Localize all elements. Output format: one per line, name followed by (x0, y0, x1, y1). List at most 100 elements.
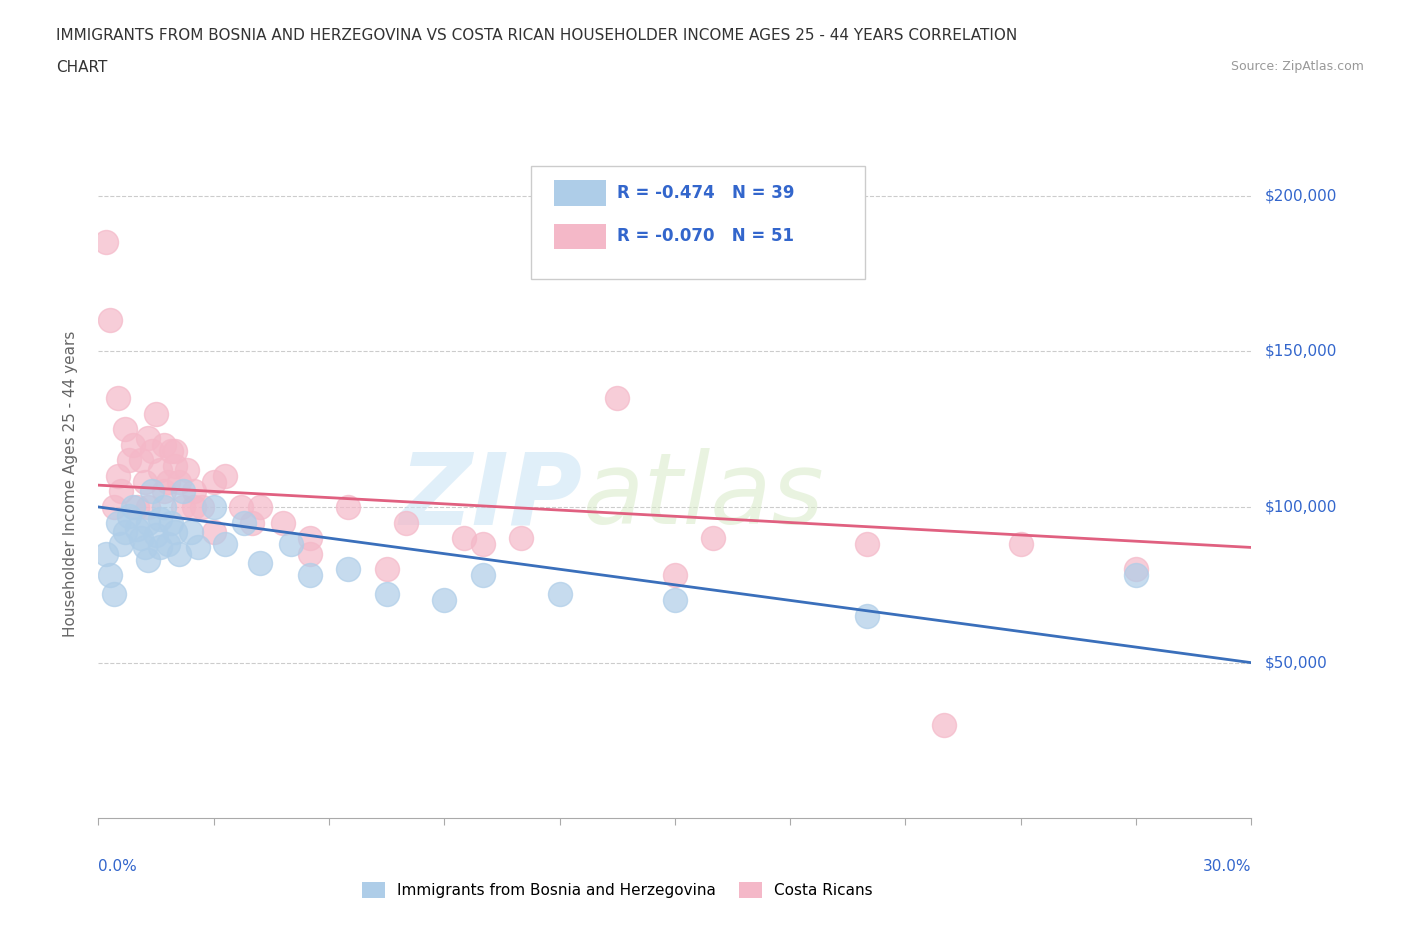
Point (233, 515, 256, 530)
Point (110, 537, 132, 551)
Point (129, 531, 152, 546)
Point (856, 537, 879, 551)
Bar (554, 180, 606, 206)
Bar (554, 224, 606, 249)
Point (249, 499, 271, 514)
Point (187, 540, 209, 555)
Point (606, 391, 628, 405)
Point (149, 462, 172, 477)
Point (240, 515, 263, 530)
Point (1125, 562, 1147, 577)
Point (160, 444, 183, 458)
Point (214, 469, 236, 484)
Point (103, 499, 125, 514)
Point (165, 459, 187, 474)
Point (141, 484, 163, 498)
Text: IMMIGRANTS FROM BOSNIA AND HERZEGOVINA VS COSTA RICAN HOUSEHOLDER INCOME AGES 25: IMMIGRANTS FROM BOSNIA AND HERZEGOVINA V… (56, 28, 1018, 43)
Legend: Immigrants from Bosnia and Herzegovina, Costa Ricans: Immigrants from Bosnia and Herzegovina, … (356, 876, 879, 905)
Point (114, 421, 136, 436)
Text: $100,000: $100,000 (1265, 499, 1337, 514)
Point (471, 568, 494, 583)
Point (134, 540, 156, 555)
Point (337, 499, 360, 514)
Text: $200,000: $200,000 (1265, 188, 1337, 203)
Text: Source: ZipAtlas.com: Source: ZipAtlas.com (1230, 60, 1364, 73)
Text: ZIP: ZIP (399, 448, 582, 546)
Point (152, 437, 174, 452)
Text: $150,000: $150,000 (1265, 344, 1337, 359)
Point (145, 406, 167, 421)
Point (180, 525, 202, 539)
Point (98, 312, 121, 327)
FancyBboxPatch shape (530, 166, 865, 279)
Text: $50,000: $50,000 (1265, 655, 1329, 671)
Point (202, 474, 225, 489)
Point (125, 499, 148, 514)
Point (280, 537, 302, 551)
Point (122, 499, 145, 514)
Point (118, 509, 141, 524)
Point (298, 531, 321, 546)
Point (152, 484, 174, 498)
Point (107, 469, 129, 484)
Point (453, 531, 475, 546)
Point (375, 562, 398, 577)
Point (1125, 568, 1147, 583)
Point (172, 484, 194, 498)
Point (152, 499, 174, 514)
Point (114, 525, 136, 539)
Point (138, 431, 160, 445)
Text: R = -0.070   N = 51: R = -0.070 N = 51 (617, 227, 794, 245)
Point (165, 444, 187, 458)
Point (94, 234, 117, 249)
Point (103, 587, 125, 602)
Point (249, 555, 271, 570)
Point (298, 546, 321, 561)
Point (183, 499, 205, 514)
Point (134, 474, 156, 489)
Point (298, 568, 321, 583)
Point (1010, 537, 1032, 551)
Point (202, 499, 225, 514)
Y-axis label: Householder Income Ages 25 - 44 years: Householder Income Ages 25 - 44 years (63, 330, 77, 637)
Point (145, 527, 167, 542)
Point (138, 515, 160, 530)
Point (176, 462, 198, 477)
Point (149, 512, 172, 527)
Point (138, 499, 160, 514)
Point (702, 531, 724, 546)
Point (202, 525, 225, 539)
Point (172, 499, 194, 514)
Point (167, 546, 190, 561)
Point (149, 540, 172, 555)
Point (191, 499, 214, 514)
Point (214, 537, 236, 551)
Point (664, 568, 686, 583)
Point (471, 537, 494, 551)
Point (375, 587, 398, 602)
Point (395, 515, 418, 530)
Point (165, 525, 187, 539)
Point (183, 484, 205, 498)
Point (156, 474, 179, 489)
Point (337, 562, 360, 577)
Text: atlas: atlas (582, 448, 824, 546)
Point (271, 515, 294, 530)
Point (856, 608, 879, 623)
Text: CHART: CHART (56, 60, 108, 75)
Point (932, 718, 955, 733)
Point (156, 537, 179, 551)
Point (110, 484, 132, 498)
Text: 0.0%: 0.0% (98, 858, 138, 873)
Point (167, 474, 190, 489)
Point (229, 499, 252, 514)
Text: 30.0%: 30.0% (1204, 858, 1251, 873)
Point (122, 437, 145, 452)
Point (129, 453, 152, 468)
Text: R = -0.474   N = 39: R = -0.474 N = 39 (617, 184, 794, 202)
Point (118, 453, 141, 468)
Point (94, 546, 117, 561)
Point (141, 444, 163, 458)
Point (433, 593, 456, 608)
Point (125, 522, 148, 537)
